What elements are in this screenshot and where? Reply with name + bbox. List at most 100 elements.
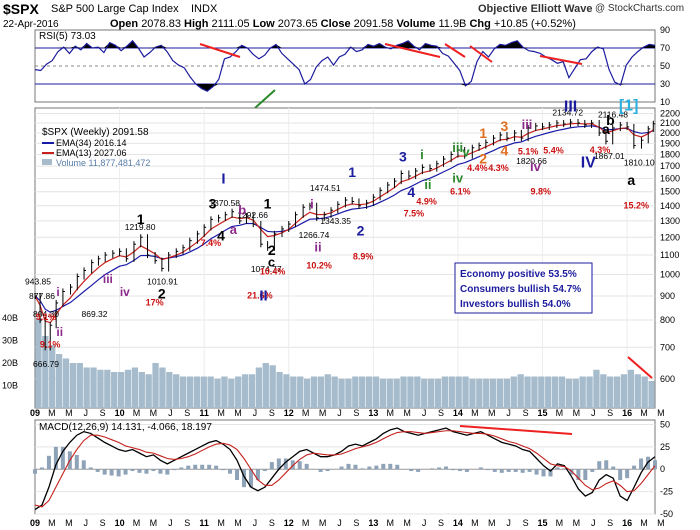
x-tick-mid: M xyxy=(573,408,581,418)
macd-hist-bar xyxy=(228,469,233,474)
pct-label: 4.3% xyxy=(590,145,611,155)
x-tick-bottom: S xyxy=(353,518,359,528)
x-tick-bottom: J xyxy=(84,518,89,528)
close-value: 2091.58 xyxy=(353,18,394,30)
x-tick-bottom: S xyxy=(184,518,190,528)
rsi-trendline-5 xyxy=(539,55,583,65)
macd-hist-bar xyxy=(88,467,93,470)
volume-bar xyxy=(269,365,276,408)
x-tick-mid: J xyxy=(422,408,427,418)
volume-bar xyxy=(97,369,104,408)
wave-label: iv xyxy=(120,285,130,299)
wave-label: iii xyxy=(522,117,533,132)
volume-bar xyxy=(331,376,338,408)
volume-bar xyxy=(489,378,497,408)
volume-bar xyxy=(510,376,517,408)
price-label: 1867.01 xyxy=(594,151,625,161)
x-tick-mid: S xyxy=(607,408,613,418)
wave-label: iv xyxy=(452,170,464,185)
price-label: 1010.91 xyxy=(147,276,178,286)
open-value: 2078.83 xyxy=(141,18,181,30)
wave-label: [1] xyxy=(619,98,639,115)
volume-bar xyxy=(455,376,462,408)
volume-trendline xyxy=(627,356,653,379)
x-tick-bottom: M xyxy=(234,518,242,528)
volume-bar xyxy=(393,378,400,408)
volume-tick: 30B xyxy=(2,336,18,346)
volume-bar xyxy=(290,376,297,408)
x-tick-bottom: M xyxy=(150,518,158,528)
volume-bar xyxy=(648,381,655,408)
macd-hist-bar xyxy=(464,469,469,472)
volume-bar xyxy=(83,367,90,408)
volume-bar xyxy=(152,363,159,408)
rsi-title: RSI(5) 73.03 xyxy=(39,31,96,42)
price-label: 1219.80 xyxy=(125,222,156,232)
price-tick-1000: 1000 xyxy=(660,269,680,279)
x-tick-bottom: 16 xyxy=(622,518,632,528)
legend-volume-swatch xyxy=(42,159,52,165)
volume-bar xyxy=(476,378,483,408)
price-tick-2100: 2100 xyxy=(660,118,680,128)
volume-bar xyxy=(620,374,628,408)
volume-bar xyxy=(469,378,476,408)
pct-label: 10.2% xyxy=(306,260,332,270)
wave-label: 1 xyxy=(137,211,145,227)
x-tick-bottom: J xyxy=(168,518,173,528)
macd-hist-bar xyxy=(221,469,226,471)
price-tick-1700: 1700 xyxy=(660,161,680,171)
x-tick-mid: M xyxy=(150,408,158,418)
wave-label: iii xyxy=(103,272,113,286)
wave-label: 2 xyxy=(158,285,166,301)
price-tick-1200: 1200 xyxy=(660,232,680,242)
wave-label: 1 xyxy=(348,164,356,180)
macd-panel: MACD(12,26,9) 14.131, -4.066, 18.197 50 2… xyxy=(33,419,673,519)
pct-label: 9.1% xyxy=(36,312,57,322)
volume-bar xyxy=(131,367,139,408)
macd-hist-bar xyxy=(395,464,400,470)
price-tick-1800: 1800 xyxy=(660,149,680,159)
x-tick-mid: J xyxy=(168,408,173,418)
wave-label: i xyxy=(310,197,314,212)
volume-bar xyxy=(338,378,345,408)
x-tick-mid: M xyxy=(657,408,665,418)
price-tick-800: 800 xyxy=(660,315,675,325)
legend-ema13: EMA(13) 2027.06 xyxy=(56,148,127,158)
macd-hist-bar xyxy=(583,469,588,480)
price-label: 666.79 xyxy=(33,359,59,369)
pct-label: 4.4% xyxy=(467,163,488,173)
x-tick-bottom: M xyxy=(65,518,73,528)
pct-label: 17% xyxy=(146,297,164,307)
x-tick-mid: 14 xyxy=(453,408,463,418)
macd-hist-bar xyxy=(116,469,121,477)
volume-bar xyxy=(193,376,201,408)
volume-bar xyxy=(448,376,455,408)
macd-tick--25: -25 xyxy=(660,487,673,497)
volume-bar xyxy=(551,376,559,408)
pct-label: 5.4% xyxy=(543,145,564,155)
x-tick-mid: 13 xyxy=(368,408,378,418)
x-tick-mid: J xyxy=(337,408,342,418)
rsi-trendline-1 xyxy=(199,43,241,58)
x-tick-mid: M xyxy=(133,408,141,418)
rsi-tick-90: 90 xyxy=(660,25,670,35)
low-label: Low xyxy=(252,18,275,30)
open-label: Open xyxy=(110,18,139,30)
wave-label: 4 xyxy=(217,228,225,244)
volume-bar xyxy=(627,369,635,408)
wave-label: a xyxy=(602,121,610,137)
legend-ema34: EMA(34) 2016.14 xyxy=(56,138,127,148)
rsi-trendline-3 xyxy=(444,43,466,58)
wave-label: 2 xyxy=(268,242,276,258)
volume-bar xyxy=(69,363,77,408)
x-tick-mid: M xyxy=(48,408,56,418)
high-label: High xyxy=(184,18,209,30)
macd-hist-bar xyxy=(611,466,616,470)
volume-tick: 20B xyxy=(2,358,18,368)
macd-hist-bar xyxy=(374,465,379,470)
macd-hist-bar xyxy=(653,460,657,470)
volume-bar xyxy=(248,374,256,408)
macd-hist-bar xyxy=(625,469,630,479)
volume-bar xyxy=(297,376,304,408)
volume-bar xyxy=(186,376,194,408)
